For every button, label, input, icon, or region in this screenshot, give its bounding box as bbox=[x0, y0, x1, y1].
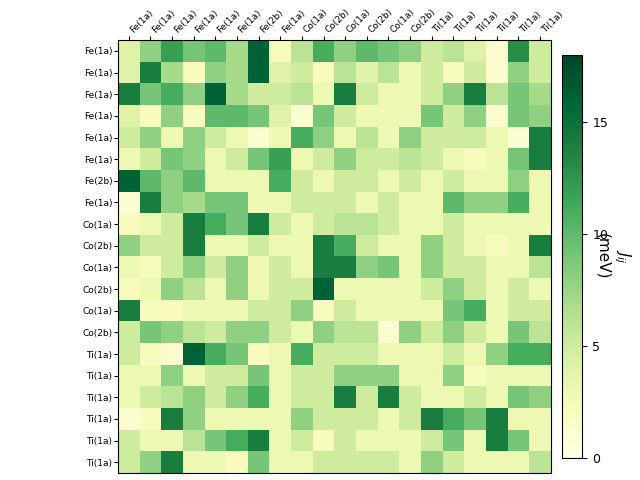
Y-axis label: $J_{ij}$
(meV): $J_{ij}$ (meV) bbox=[595, 233, 633, 280]
